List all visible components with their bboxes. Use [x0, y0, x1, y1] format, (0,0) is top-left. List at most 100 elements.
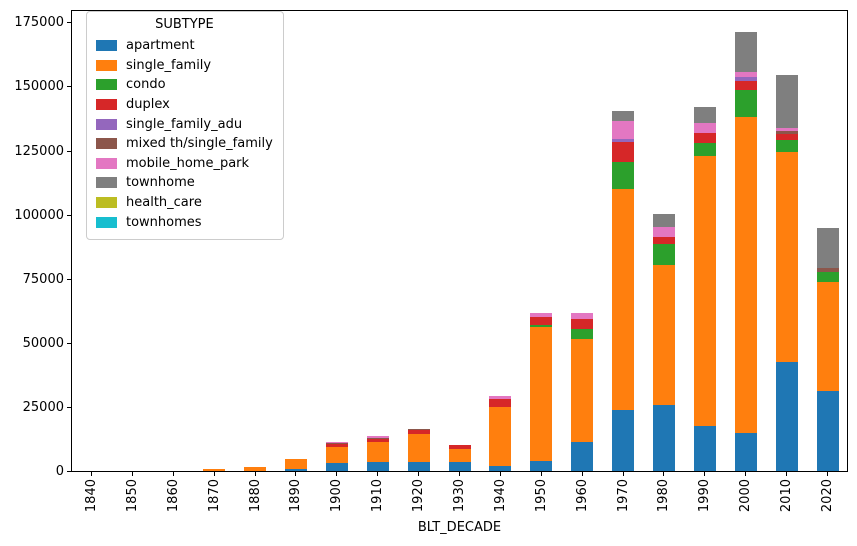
legend-item-label: townhomes [126, 214, 202, 230]
x-tick-label: 1920 [410, 479, 428, 512]
x-axis-label: BLT_DECADE [417, 519, 502, 535]
bar-segment-mobile-home-park-1940 [489, 395, 512, 399]
bar-segment-single-family-1960 [571, 339, 594, 442]
x-tick-label-text: 2000 [738, 478, 754, 512]
bar-segment-duplex-1910 [366, 438, 389, 442]
legend-swatch-icon [96, 99, 117, 111]
bar-segment-duplex-2010 [775, 134, 798, 140]
legend-item-label: single_family [126, 57, 212, 73]
x-tick-mark [540, 471, 542, 476]
x-tick-label-text: 1860 [165, 478, 181, 512]
bar-segment-mobile-home-park-2000 [734, 71, 757, 78]
bar-segment-mobile-home-park-1980 [652, 226, 675, 238]
bar-segment-duplex-1900 [325, 444, 348, 447]
x-tick-label: 1840 [82, 479, 100, 512]
y-tick-mark [67, 342, 71, 344]
y-tick-label: 50000 [22, 335, 64, 351]
x-tick-label: 1860 [164, 479, 182, 512]
bar-segment-single-family-1870 [203, 469, 226, 472]
legend-swatch-icon [96, 177, 117, 189]
x-tick-label: 1960 [573, 479, 591, 512]
bar-segment-condo-1990 [693, 143, 716, 157]
x-tick-label: 2000 [737, 479, 755, 512]
x-tick-label: 1970 [614, 479, 632, 512]
legend-item: single_family_adu [96, 114, 273, 134]
x-tick-label-text: 1840 [83, 478, 99, 512]
x-tick-mark [131, 471, 133, 476]
bar-segment-single-family-1890 [284, 459, 307, 470]
x-tick-mark [499, 471, 501, 476]
legend: SUBTYPE apartment single_family condo duple… [86, 11, 284, 240]
bar-segment-mixed-th-single-family-1920 [407, 429, 430, 431]
legend-item-label: condo [126, 77, 166, 93]
x-tick-label-text: 1940 [492, 478, 508, 512]
bar-segment-duplex-1960 [571, 319, 594, 330]
x-tick-label: 1940 [491, 479, 509, 512]
x-tick-mark [418, 471, 420, 476]
y-tick-mark [67, 406, 71, 408]
y-tick-label: 25000 [22, 399, 64, 415]
bar-segment-single-family-1930 [448, 448, 471, 463]
bar-segment-mobile-home-park-1910 [366, 435, 389, 438]
legend-item: apartment [96, 36, 273, 56]
bar-segment-apartment-1920 [407, 461, 430, 472]
legend-item: single_family [96, 56, 273, 76]
y-tick-label: 0 [55, 464, 64, 479]
x-tick-label: 1880 [246, 479, 264, 512]
bar-segment-single-family-1950 [530, 327, 553, 461]
legend-swatch-icon [96, 79, 117, 91]
bar-segment-duplex-1970 [612, 142, 635, 162]
legend-item: mixed th/single_family [96, 134, 273, 154]
x-tick-label-text: 1980 [656, 478, 672, 512]
bar-segment-duplex-1920 [407, 430, 430, 435]
legend-item-label: apartment [126, 38, 195, 54]
legend-item: condo [96, 75, 273, 95]
legend-swatch-icon [96, 157, 117, 169]
bar-segment-townhome-1990 [693, 106, 716, 124]
y-tick-label: 150000 [14, 79, 64, 95]
bar-segment-mobile-home-park-1950 [530, 312, 553, 318]
x-tick-mark [827, 471, 829, 476]
bar-segment-single-family-1880 [244, 466, 267, 472]
x-tick-mark [90, 471, 92, 476]
bar-segment-apartment-1990 [693, 425, 716, 472]
bar-segment-duplex-1950 [530, 317, 553, 326]
bar-segment-townhome-2000 [734, 31, 757, 72]
x-tick-label-text: 1970 [615, 478, 631, 512]
legend-item-label: duplex [126, 97, 170, 113]
x-tick-mark [336, 471, 338, 476]
bar-segment-apartment-1900 [325, 463, 348, 472]
x-tick-label: 2010 [778, 479, 796, 512]
legend-item: duplex [96, 95, 273, 115]
bar-segment-apartment-1940 [489, 465, 512, 472]
y-tick-label: 125000 [14, 143, 64, 159]
x-tick-mark [377, 471, 379, 476]
y-tick-mark [67, 150, 71, 152]
x-tick-label-text: 1870 [206, 478, 222, 512]
bar-segment-duplex-1940 [489, 398, 512, 408]
bar-segment-mobile-home-park-2010 [775, 128, 798, 131]
bar-segment-condo-2000 [734, 89, 757, 117]
y-tick-label: 100000 [14, 207, 64, 223]
bar-segment-single-family-2010 [775, 151, 798, 363]
x-tick-label: 1870 [205, 479, 223, 512]
x-tick-label: 1900 [328, 479, 346, 512]
legend-item-label: mixed th/single_family [126, 136, 273, 152]
bar-segment-mobile-home-park-1970 [612, 121, 635, 140]
bar-segment-townhome-1980 [652, 213, 675, 227]
bar-segment-apartment-2000 [734, 433, 757, 472]
y-tick-label: 75000 [22, 271, 64, 287]
bar-segment-condo-1970 [612, 161, 635, 190]
bar-segment-mobile-home-park-1960 [571, 313, 594, 320]
bar-segment-apartment-1970 [612, 409, 635, 472]
legend-item-label: mobile_home_park [126, 155, 250, 171]
bar-segment-condo-2020 [816, 271, 839, 283]
bar-segment-duplex-1990 [693, 133, 716, 144]
bar-segment-apartment-1980 [652, 405, 675, 472]
x-tick-mark [704, 471, 706, 476]
bar-segment-single-family-adu-1970 [612, 139, 635, 143]
x-tick-label-text: 1900 [329, 478, 345, 512]
x-tick-mark [254, 471, 256, 476]
x-tick-label-text: 1950 [533, 478, 549, 512]
